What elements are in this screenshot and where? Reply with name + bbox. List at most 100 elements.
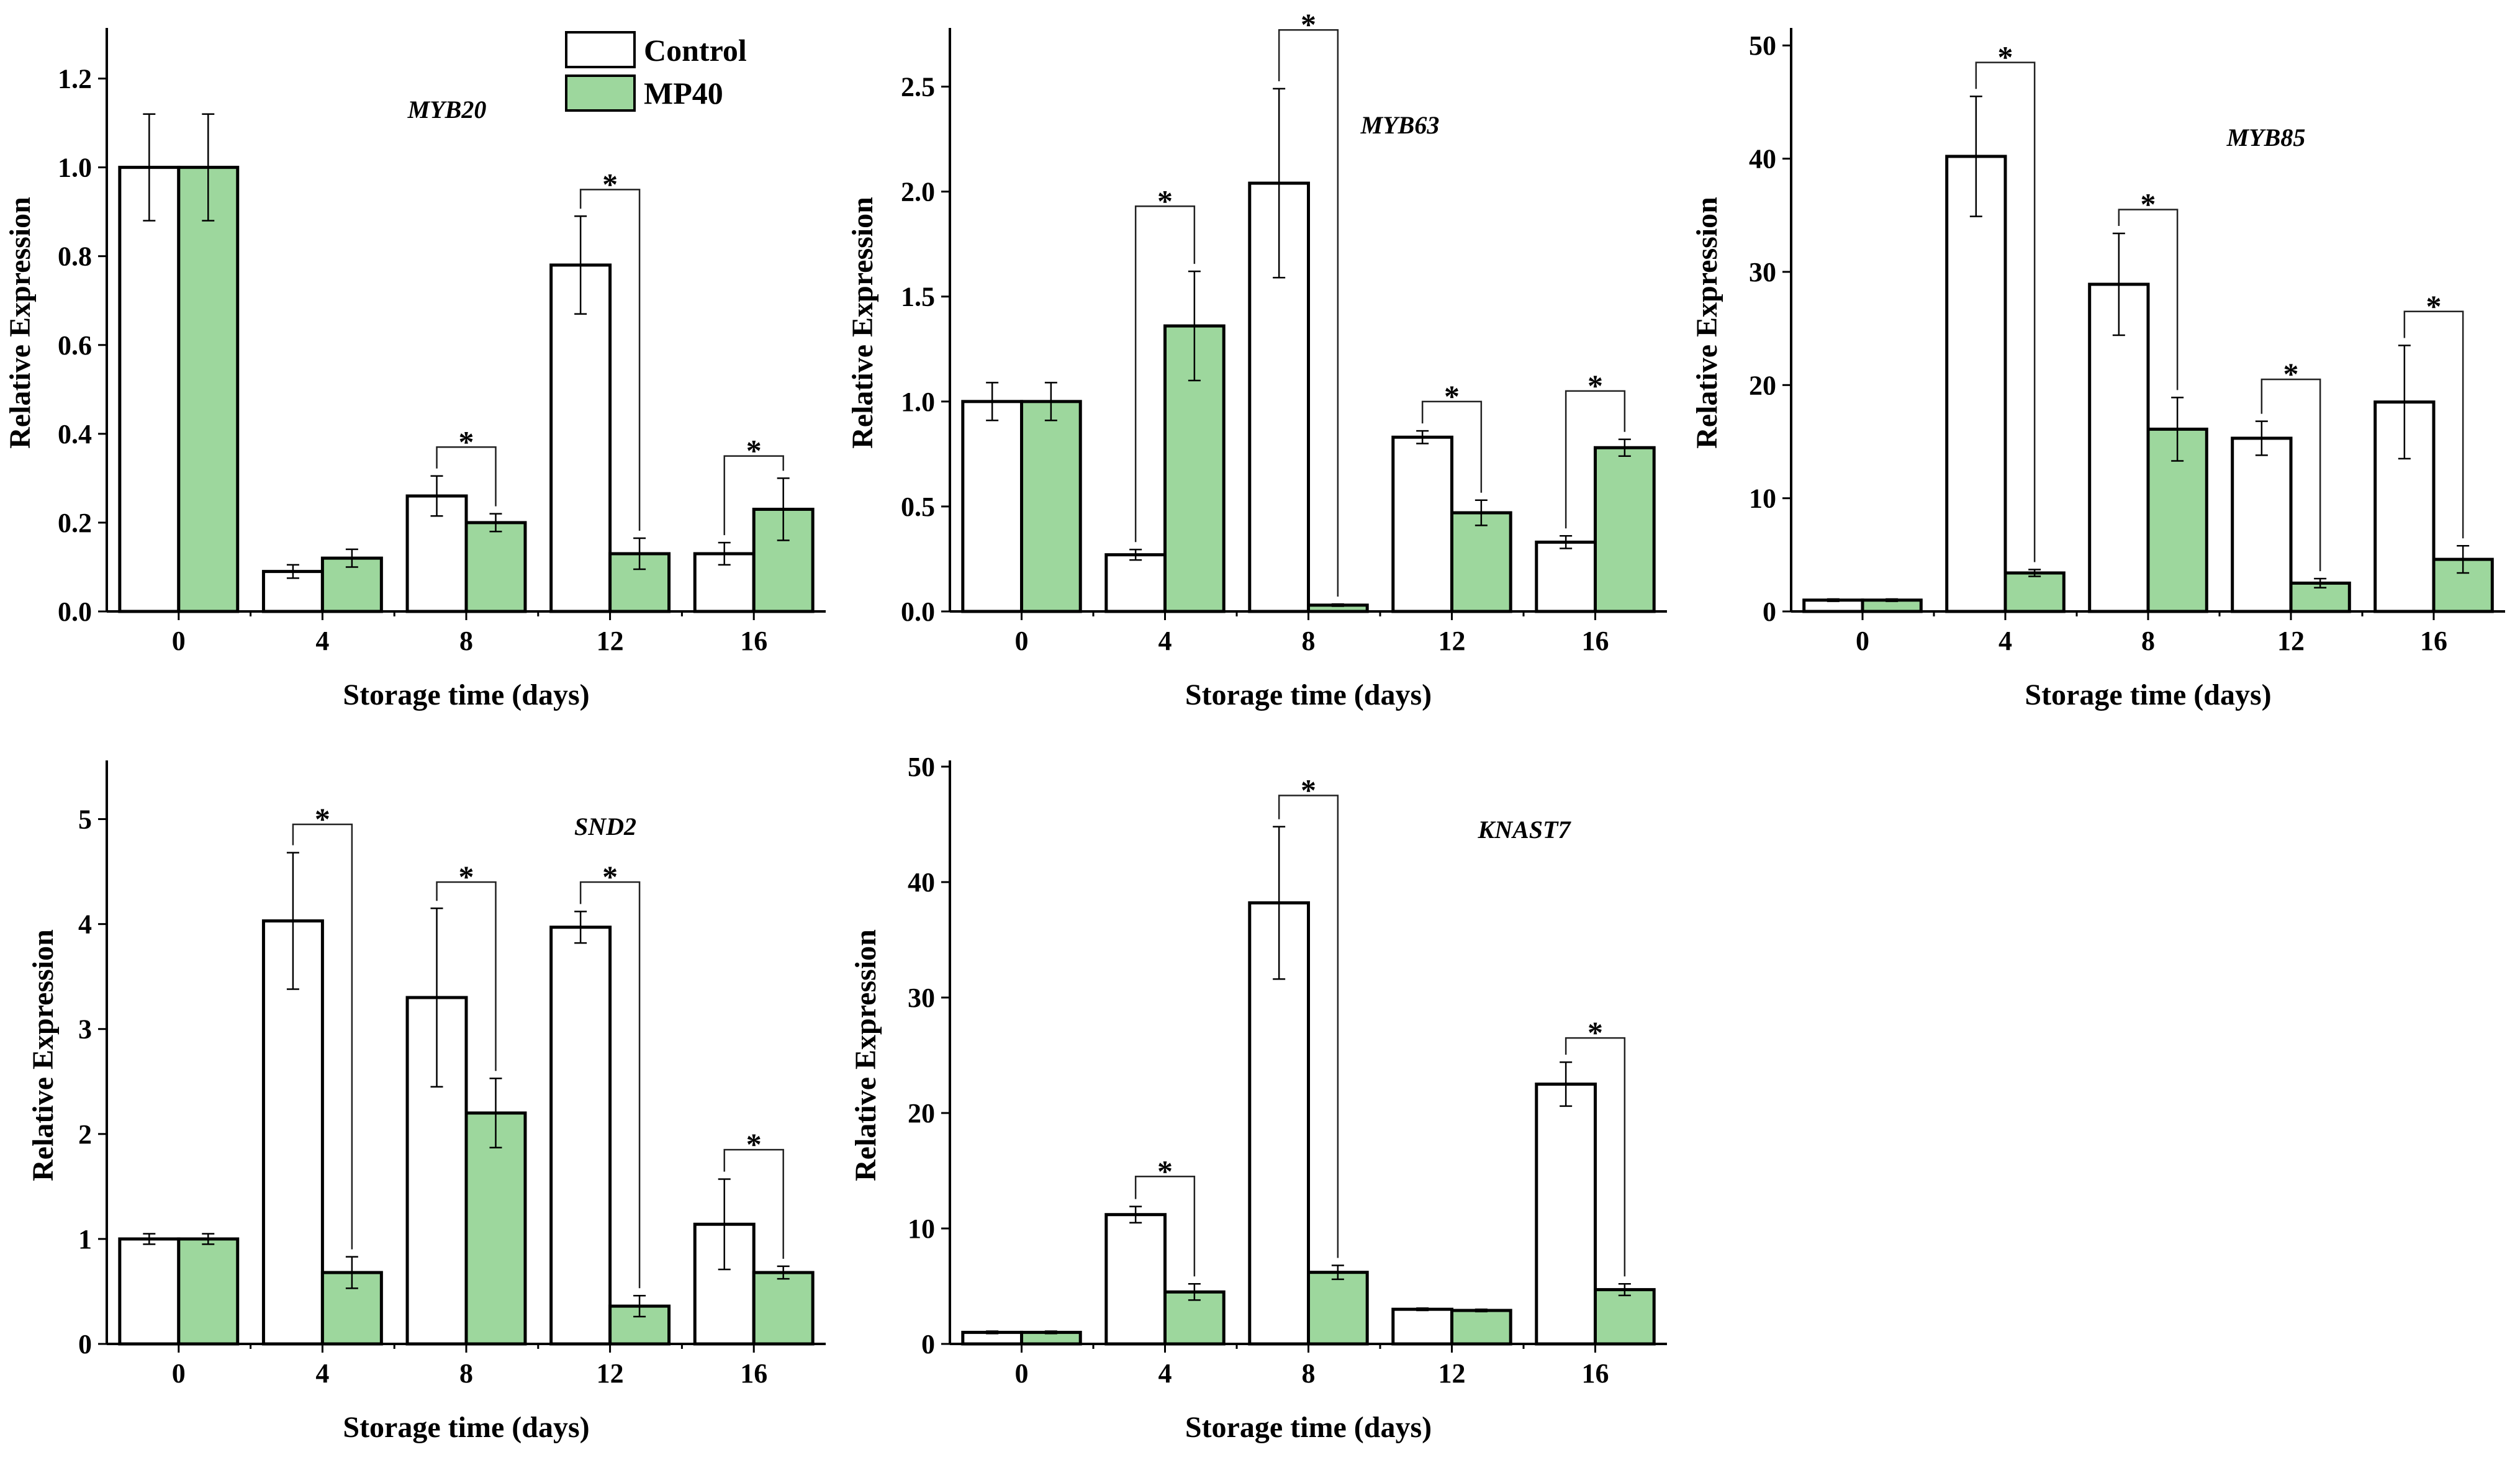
bar-control: [118, 166, 181, 613]
y-tick-label: 1: [78, 1224, 92, 1255]
x-tick-label: 16: [1582, 626, 1609, 656]
y-tick-label: 0.8: [58, 241, 92, 272]
x-tick-label: 8: [459, 1358, 473, 1389]
legend-swatch-mp40: [565, 74, 636, 112]
significance-bracket: [1565, 390, 1626, 529]
y-tick-label: 30: [1749, 257, 1776, 287]
significance-star: *: [459, 859, 474, 894]
y-axis-title: Relative Expression: [1691, 197, 1723, 449]
y-tick-label: 2.5: [901, 72, 935, 102]
significance-bracket: [1421, 400, 1483, 493]
chart-panel-myb85: 0 10 20 30 40 50 0 4 8 12 16 * * * * MYB85 Storage time …: [1691, 28, 2505, 711]
y-tick-label: 0: [78, 1329, 92, 1359]
chart-panel-knast7: 0 10 20 30 40 50 0 4 8 12 16 * * * KNAST7 Storage time …: [849, 752, 1667, 1444]
x-axis-title: Storage time (days): [2025, 678, 2271, 711]
significance-star: *: [1998, 40, 2013, 74]
bar-mp40: [177, 166, 240, 613]
bar-control: [118, 1237, 181, 1346]
significance-star: *: [2426, 289, 2442, 323]
x-tick-label: 0: [172, 626, 186, 656]
y-tick-label: 1.0: [58, 153, 92, 183]
significance-bracket: [723, 1148, 784, 1259]
y-tick-label: 2: [78, 1119, 92, 1150]
y-tick-label: 50: [1749, 30, 1776, 61]
significance-star: *: [1301, 773, 1316, 808]
y-tick-label: 0.0: [58, 597, 92, 627]
bar-mp40: [1020, 400, 1082, 613]
significance-bracket: [2403, 310, 2464, 539]
y-tick-label: 0.0: [901, 597, 935, 627]
significance-bracket: [2118, 209, 2179, 390]
y-tick-label: 2.0: [901, 177, 935, 207]
gene-label: MYB20: [407, 96, 487, 124]
y-axis-title: Relative Expression: [846, 197, 879, 449]
bar-mp40: [464, 521, 527, 613]
significance-bracket: [2260, 378, 2321, 572]
y-tick-label: 1.2: [58, 64, 92, 94]
x-tick-label: 12: [597, 1358, 624, 1389]
bar-mp40: [1450, 511, 1512, 613]
x-axis-title: Storage time (days): [343, 1411, 589, 1444]
significance-star: *: [2141, 187, 2156, 222]
bar-control: [549, 263, 612, 613]
y-axis-title: Relative Expression: [27, 929, 60, 1181]
x-tick-label: 4: [1158, 1358, 1172, 1389]
significance-star: *: [315, 801, 330, 836]
x-tick-label: 4: [1158, 626, 1172, 656]
bar-control: [261, 919, 324, 1346]
significance-bracket: [1278, 29, 1339, 597]
significance-bracket: [436, 446, 497, 507]
x-tick-label: 12: [2277, 626, 2305, 656]
y-tick-label: 0.2: [58, 508, 92, 538]
chart-panel-myb20: 0.0 0.2 0.4 0.6 0.8 1.0 1.2 0 4 8 12 16 * * * MYB20 Stor…: [4, 28, 826, 711]
x-tick-label: 4: [315, 1358, 329, 1389]
legend: Control MP40: [565, 31, 747, 112]
bar-control: [1535, 540, 1597, 613]
significance-star: *: [1157, 183, 1173, 218]
bar-mp40: [608, 552, 671, 613]
significance-bracket: [1134, 205, 1196, 543]
y-tick-label: 0.6: [58, 330, 92, 361]
significance-bracket: [1134, 1176, 1196, 1277]
y-tick-label: 50: [908, 752, 935, 782]
bar-control: [1535, 1083, 1597, 1346]
bar-mp40: [177, 1237, 240, 1346]
bar-mp40: [1594, 1288, 1656, 1346]
x-tick-label: 4: [315, 626, 329, 656]
significance-star: *: [1301, 7, 1316, 42]
y-tick-label: 40: [908, 867, 935, 898]
chart-panel-myb63: 0.0 0.5 1.0 1.5 2.0 2.5 0 4 8 12 16 * * * * MYB63 Storag…: [846, 7, 1667, 711]
y-axis-title: Relative Expression: [849, 929, 882, 1181]
x-tick-label: 4: [1998, 626, 2012, 656]
significance-bracket: [1565, 1037, 1626, 1277]
x-tick-label: 8: [459, 626, 473, 656]
significance-bracket: [579, 189, 641, 531]
significance-bracket: [579, 881, 641, 1289]
bar-mp40: [752, 1271, 815, 1346]
significance-star: *: [1587, 1015, 1603, 1050]
x-tick-label: 0: [172, 1358, 186, 1389]
x-tick-label: 0: [1015, 626, 1029, 656]
y-tick-label: 0.5: [901, 492, 935, 522]
significance-star: *: [602, 859, 618, 894]
y-tick-label: 5: [78, 804, 92, 835]
significance-star: *: [2283, 356, 2299, 391]
y-tick-label: 40: [1749, 144, 1776, 174]
significance-star: *: [1444, 379, 1460, 413]
x-tick-label: 16: [1582, 1358, 1609, 1389]
bar-control: [1391, 435, 1454, 613]
bar-control: [1391, 1307, 1454, 1346]
bar-control: [2088, 282, 2150, 613]
y-tick-label: 1.0: [901, 387, 935, 417]
x-tick-label: 12: [1438, 626, 1466, 656]
y-tick-label: 3: [78, 1014, 92, 1045]
y-tick-label: 10: [1749, 484, 1776, 514]
bar-control: [961, 400, 1024, 613]
bar-control: [549, 926, 612, 1346]
x-tick-label: 8: [1302, 1358, 1316, 1389]
y-tick-label: 0: [921, 1329, 935, 1359]
bar-control: [1104, 553, 1167, 613]
gene-label: SND2: [574, 813, 636, 840]
